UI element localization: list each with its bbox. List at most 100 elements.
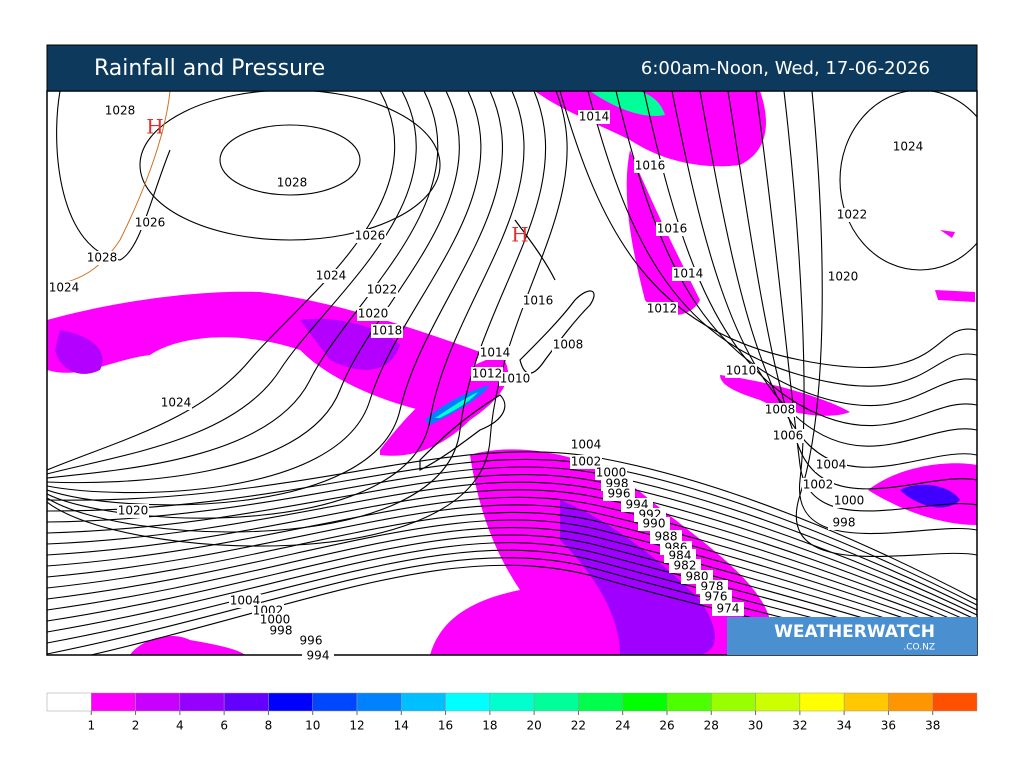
isobar-label-bg <box>357 307 389 321</box>
legend-swatch <box>445 692 491 712</box>
isobar <box>47 91 546 533</box>
isobar-label: 1014 <box>579 110 610 124</box>
coastline <box>419 219 595 471</box>
isobar-label: 990 <box>643 517 666 531</box>
isobar-label-bg <box>672 267 704 281</box>
isobar-label-bg <box>552 338 584 352</box>
legend-swatch <box>489 692 535 712</box>
isobar-label: 1022 <box>367 283 398 297</box>
isobar-label-bg <box>265 624 297 638</box>
legend-tick-label: 24 <box>615 719 630 733</box>
isobar-label: 998 <box>833 516 856 530</box>
forecast-time: 6:00am-Noon, Wed, 17-06-2026 <box>641 58 930 79</box>
legend-tick-label: 1 <box>87 719 95 733</box>
isobar-label-bg <box>570 455 602 469</box>
legend-swatch <box>755 692 801 712</box>
legend-swatch <box>622 692 668 712</box>
legend-swatch <box>268 692 313 712</box>
high-marker: H <box>511 223 528 247</box>
legend-tick-label: 12 <box>349 719 364 733</box>
isobar-label-bg <box>712 602 744 616</box>
isobar-label: 1012 <box>647 302 678 316</box>
logo: WEATHERWATCH <box>774 622 935 642</box>
isobar-label-bg <box>354 229 386 243</box>
isobar-label: 1024 <box>49 281 80 295</box>
legend-tick-label: 4 <box>176 719 184 733</box>
isobar-label-bg <box>833 494 865 508</box>
legend-tick-label: 26 <box>659 719 674 733</box>
isobar-label-bg <box>578 110 610 124</box>
isobar-label: 1002 <box>571 455 602 469</box>
isobar-label-bg <box>315 269 347 283</box>
isobar-label-bg <box>479 346 511 360</box>
legend-tick-label: 20 <box>527 719 542 733</box>
legend-swatch <box>578 692 623 712</box>
high-marker: H <box>146 115 163 139</box>
legend-tick-label: 22 <box>571 719 586 733</box>
isobar-label: 1024 <box>161 396 192 410</box>
isobar-label: 1008 <box>553 338 584 352</box>
isobar-label-bg <box>646 302 678 316</box>
isobar-label: 1012 <box>472 367 503 381</box>
isobar-label-bg <box>522 294 554 308</box>
isobar <box>47 91 568 547</box>
legend-tick-label: 30 <box>748 719 763 733</box>
isobar-label-bg <box>634 159 666 173</box>
isobar <box>47 481 977 621</box>
isobar-label-bg <box>815 458 847 472</box>
isobar-label: 1026 <box>135 216 166 230</box>
legend-swatch <box>666 692 712 712</box>
isobar <box>47 489 977 626</box>
legend-swatch <box>46 692 92 712</box>
isobar-label: 1024 <box>316 269 347 283</box>
legend-tick-label: 36 <box>881 719 896 733</box>
isobar-label: 982 <box>674 559 697 573</box>
isobar-label: 1028 <box>105 104 136 118</box>
legend-swatch <box>401 692 446 712</box>
isobar-label-bg <box>892 140 924 154</box>
header-bar <box>46 44 978 92</box>
isobar-label: 976 <box>705 590 728 604</box>
isobar <box>47 466 977 611</box>
isobar <box>47 511 977 641</box>
isobar-label: 1004 <box>571 438 602 452</box>
isobar-label-bg <box>48 281 80 295</box>
isobar <box>783 91 977 535</box>
isobar-label: 1016 <box>635 159 666 173</box>
legend-tick-label: 18 <box>482 719 497 733</box>
legend-swatch <box>223 692 269 712</box>
isobar-label-bg <box>638 517 670 531</box>
isobar-label-bg <box>656 222 688 236</box>
isobar <box>755 91 977 512</box>
isobar-label-bg <box>595 466 627 480</box>
isobar-label: 1024 <box>893 140 924 154</box>
isobar-label-bg <box>471 367 503 381</box>
border <box>54 90 171 286</box>
isobar-label: 1010 <box>500 372 531 386</box>
isobar-label-bg <box>302 649 334 663</box>
logo-box <box>727 617 977 655</box>
isobar <box>47 496 977 631</box>
isobar-label: 1018 <box>372 324 403 338</box>
legend-swatch <box>711 692 756 712</box>
isobar-label-bg <box>366 283 398 297</box>
legend-tick-label: 32 <box>792 719 807 733</box>
legend-tick-label: 28 <box>704 719 719 733</box>
isobar <box>643 91 977 426</box>
isobar-label-bg <box>570 438 602 452</box>
legend-tick-label: 14 <box>394 719 409 733</box>
isobar-label: 1004 <box>816 458 847 472</box>
isobar-label-bg <box>772 429 804 443</box>
isobar <box>47 504 977 636</box>
isobar <box>47 91 503 506</box>
isobar-label-bg <box>104 104 136 118</box>
title: Rainfall and Pressure <box>94 56 325 81</box>
isobar-label: 1028 <box>277 176 308 190</box>
isobar-label: 1022 <box>837 208 868 222</box>
isobar-label: 1028 <box>87 251 118 265</box>
isobar-label: 1020 <box>828 270 859 284</box>
isobar <box>47 473 977 616</box>
legend-swatch <box>312 692 358 712</box>
isobar-label-bg <box>827 270 859 284</box>
